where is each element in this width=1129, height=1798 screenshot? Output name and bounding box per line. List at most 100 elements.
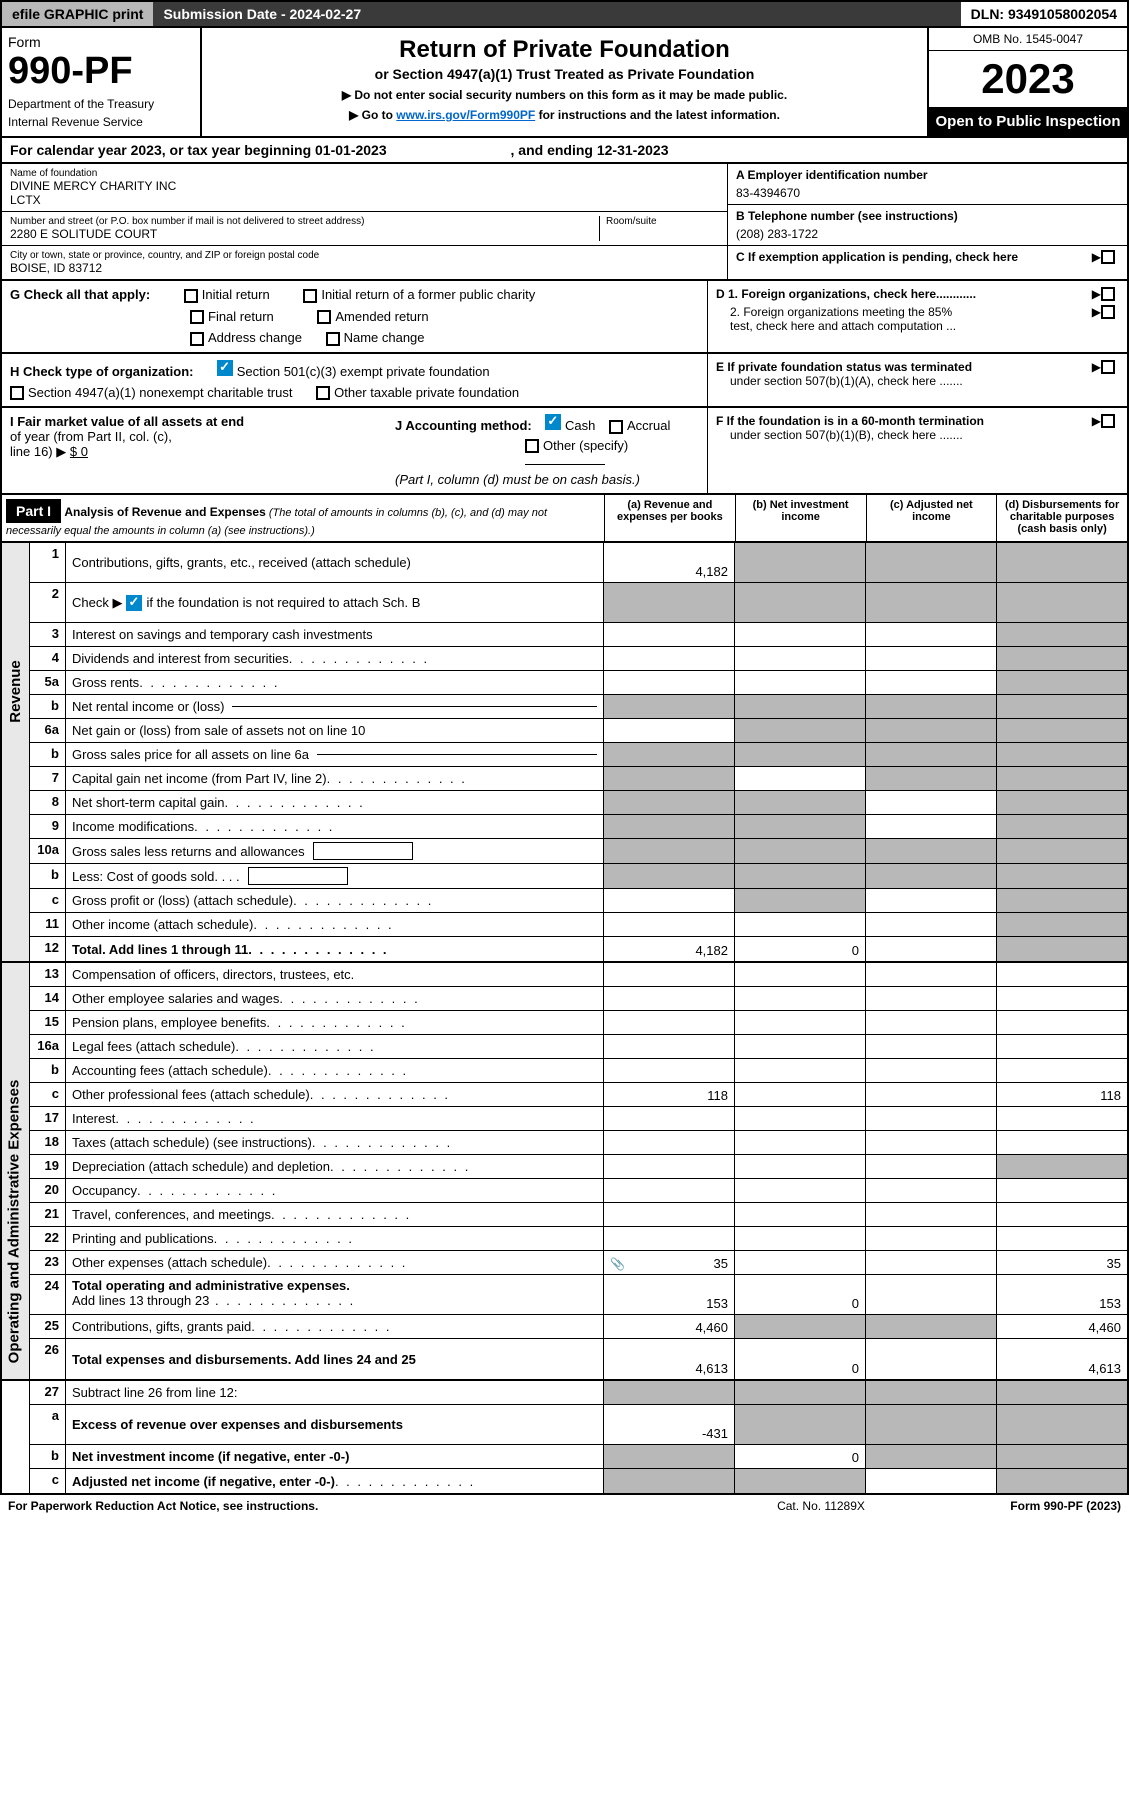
part1-title: Part I <box>6 499 61 523</box>
g-initial-cb[interactable] <box>184 289 198 303</box>
h-other-cb[interactable] <box>316 386 330 400</box>
phone-cell: B Telephone number (see instructions) (2… <box>728 205 1127 246</box>
l2-cb[interactable] <box>126 595 142 611</box>
l24-d: 153 <box>997 1275 1127 1314</box>
attach-icon[interactable]: 📎 <box>610 1257 625 1271</box>
g-addr-cb[interactable] <box>190 332 204 346</box>
entity-section: Name of foundation DIVINE MERCY CHARITY … <box>0 164 1129 281</box>
revenue-grid: Revenue 1Contributions, gifts, grants, e… <box>0 543 1129 963</box>
l4-desc: Dividends and interest from securities <box>66 647 604 670</box>
ein-value: 83-4394670 <box>736 186 1119 200</box>
form-link[interactable]: www.irs.gov/Form990PF <box>396 108 535 122</box>
d-section: D 1. Foreign organizations, check here..… <box>707 281 1127 352</box>
l16c-desc: Other professional fees (attach schedule… <box>66 1083 604 1106</box>
d2-cb[interactable] <box>1101 305 1115 319</box>
footer-form: Form 990-PF (2023) <box>921 1499 1121 1513</box>
l17-no: 17 <box>30 1107 66 1130</box>
g-final-cb[interactable] <box>190 310 204 324</box>
l10c-no: c <box>30 889 66 912</box>
i-l2: of year (from Part II, col. (c), <box>10 429 379 444</box>
l16a-desc: Legal fees (attach schedule) <box>66 1035 604 1058</box>
d2a: 2. Foreign organizations meeting the 85% <box>730 305 1092 319</box>
l16b-no: b <box>30 1059 66 1082</box>
l14-no: 14 <box>30 987 66 1010</box>
l16c-d: 118 <box>997 1083 1127 1106</box>
l23-a: 📎35 <box>604 1251 735 1274</box>
city-cell: City or town, state or province, country… <box>2 246 727 279</box>
l27b-desc: Net investment income (if negative, ente… <box>66 1445 604 1468</box>
d2b: test, check here and attach computation … <box>730 319 1092 333</box>
addr-label: Number and street (or P.O. box number if… <box>10 216 599 227</box>
l16b-desc: Accounting fees (attach schedule) <box>66 1059 604 1082</box>
part1-header: Part I Analysis of Revenue and Expenses … <box>0 495 1129 543</box>
efile-button[interactable]: efile GRAPHIC print <box>2 2 153 26</box>
j-accrual-cb[interactable] <box>609 420 623 434</box>
phone-value: (208) 283-1722 <box>736 227 1119 241</box>
l27c-no: c <box>30 1469 66 1493</box>
l27b-no: b <box>30 1445 66 1468</box>
e1: E If private foundation status was termi… <box>716 360 1092 374</box>
city-label: City or town, state or province, country… <box>10 250 719 261</box>
l23-no: 23 <box>30 1251 66 1274</box>
j-accrual: Accrual <box>627 418 670 433</box>
expense-grid: Operating and Administrative Expenses 13… <box>0 963 1129 1381</box>
g-label: G Check all that apply: <box>10 287 150 302</box>
l25-no: 25 <box>30 1315 66 1338</box>
c-label: C If exemption application is pending, c… <box>736 250 1092 264</box>
g-initial-public-cb[interactable] <box>303 289 317 303</box>
l8-desc: Net short-term capital gain <box>66 791 604 814</box>
ij-row: I Fair market value of all assets at end… <box>0 408 1129 495</box>
e-cb[interactable] <box>1101 360 1115 374</box>
l1-a: 4,182 <box>604 543 735 582</box>
l27c-desc: Adjusted net income (if negative, enter … <box>66 1469 604 1493</box>
f-cb[interactable] <box>1101 414 1115 428</box>
l22-no: 22 <box>30 1227 66 1250</box>
j-other-cb[interactable] <box>525 439 539 453</box>
l23-d: 35 <box>997 1251 1127 1274</box>
c-checkbox[interactable] <box>1101 250 1115 264</box>
l21-desc: Travel, conferences, and meetings <box>66 1203 604 1226</box>
g-d-row: G Check all that apply: Initial return I… <box>0 281 1129 354</box>
l24-no: 24 <box>30 1275 66 1314</box>
l12-desc: Total. Add lines 1 through 11 <box>66 937 604 961</box>
col-a-header: (a) Revenue and expenses per books <box>605 495 736 541</box>
l27-desc: Subtract line 26 from line 12: <box>66 1381 604 1404</box>
l23-desc: Other expenses (attach schedule) <box>66 1251 604 1274</box>
g-name-cb[interactable] <box>326 332 340 346</box>
f1: F If the foundation is in a 60-month ter… <box>716 414 1092 428</box>
l25-a: 4,460 <box>604 1315 735 1338</box>
l22-desc: Printing and publications <box>66 1227 604 1250</box>
name-label: Name of foundation <box>10 168 719 179</box>
expense-side: Operating and Administrative Expenses <box>2 963 30 1379</box>
g-initial: Initial return <box>202 287 270 302</box>
l16a-no: 16a <box>30 1035 66 1058</box>
l27a-desc: Excess of revenue over expenses and disb… <box>66 1405 604 1444</box>
g-amended-cb[interactable] <box>317 310 331 324</box>
col-b-header: (b) Net investment income <box>736 495 867 541</box>
col-d-header: (d) Disbursements for charitable purpose… <box>997 495 1127 541</box>
l27-no: 27 <box>30 1381 66 1404</box>
h-4947-cb[interactable] <box>10 386 24 400</box>
city-state-zip: BOISE, ID 83712 <box>10 261 719 275</box>
footer-notice: For Paperwork Reduction Act Notice, see … <box>8 1499 721 1513</box>
omb-number: OMB No. 1545-0047 <box>929 28 1127 51</box>
l27a-a: -431 <box>604 1405 735 1444</box>
l6b-desc: Gross sales price for all assets on line… <box>66 743 604 766</box>
sub-title: or Section 4947(a)(1) Trust Treated as P… <box>210 66 919 82</box>
l26-b: 0 <box>735 1339 866 1379</box>
l10b-desc: Less: Cost of goods sold . . . . <box>66 864 604 888</box>
l25-d: 4,460 <box>997 1315 1127 1338</box>
l16c-no: c <box>30 1083 66 1106</box>
d1-cb[interactable] <box>1101 287 1115 301</box>
title-box: Return of Private Foundation or Section … <box>202 28 927 136</box>
l6a-desc: Net gain or (loss) from sale of assets n… <box>66 719 604 742</box>
j-cash-cb[interactable] <box>545 414 561 430</box>
h-501-cb[interactable] <box>217 360 233 376</box>
address: 2280 E SOLITUDE COURT <box>10 227 599 241</box>
l12-no: 12 <box>30 937 66 961</box>
revenue-side: Revenue <box>2 543 30 961</box>
l1-desc: Contributions, gifts, grants, etc., rece… <box>66 543 604 582</box>
e-section: E If private foundation status was termi… <box>707 354 1127 407</box>
main-title: Return of Private Foundation <box>210 36 919 64</box>
l3-desc: Interest on savings and temporary cash i… <box>66 623 604 646</box>
